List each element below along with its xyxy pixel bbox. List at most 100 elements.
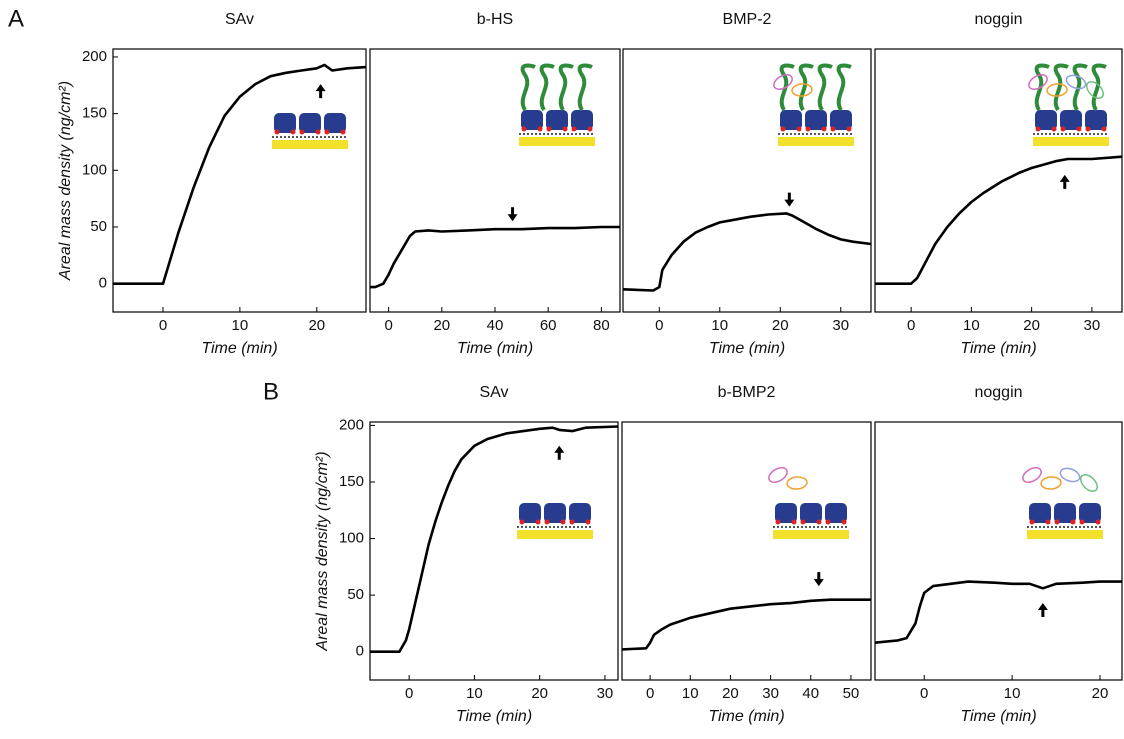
plot-frame — [112, 48, 367, 313]
inset-cartoon — [1028, 63, 1109, 146]
biotin — [821, 126, 827, 132]
streptavidin — [780, 110, 802, 130]
x-tick-label: 0 — [907, 317, 915, 334]
biotin — [521, 126, 527, 132]
inset-cartoon — [768, 467, 849, 539]
y-tick-label: 50 — [90, 218, 107, 235]
biotin — [825, 519, 831, 525]
panel-title: noggin — [974, 384, 1022, 401]
x-tick-label: 20 — [1092, 685, 1109, 702]
heparan-sulfate — [577, 63, 593, 112]
x-tick-label: 0 — [405, 685, 413, 702]
protein — [773, 74, 793, 90]
biotin — [290, 129, 296, 135]
protein — [1028, 74, 1048, 90]
streptavidin — [569, 503, 591, 523]
biotin — [324, 129, 330, 135]
x-tick-label: 20 — [433, 317, 450, 334]
y-tick-label: 0 — [356, 643, 364, 660]
biotin — [780, 126, 786, 132]
y-tick-label: 200 — [82, 48, 107, 65]
biotin — [571, 126, 577, 132]
streptavidin — [324, 113, 346, 133]
streptavidin — [521, 110, 543, 130]
biotin — [796, 126, 802, 132]
plot-frame — [621, 421, 872, 681]
protein — [1086, 81, 1104, 99]
substrate — [778, 137, 854, 146]
x-tick-label: 60 — [540, 317, 557, 334]
x-tick-label: 10 — [682, 685, 699, 702]
x-axis-label: Time (min) — [708, 708, 784, 725]
biotin — [562, 126, 568, 132]
panel-title: b-BMP2 — [718, 384, 776, 401]
biotin — [519, 519, 525, 525]
data-line — [370, 425, 619, 653]
y-axis-label: Areal mass density (ng/cm²) — [57, 81, 74, 281]
biotin — [1051, 126, 1057, 132]
heparan-sulfate — [798, 63, 814, 112]
biotin — [1035, 126, 1041, 132]
biotin — [1085, 126, 1091, 132]
data-line — [370, 225, 620, 289]
x-tick-label: 10 — [466, 685, 483, 702]
streptavidin — [800, 503, 822, 523]
arrow-marker — [507, 207, 518, 222]
x-tick-label: 80 — [593, 317, 610, 334]
protein — [1080, 474, 1098, 492]
biotin — [1070, 519, 1076, 525]
x-axis-label: Time (min) — [709, 340, 785, 357]
protein — [1040, 476, 1062, 490]
biotin — [274, 129, 280, 135]
x-tick-label: 20 — [308, 317, 325, 334]
streptavidin — [825, 503, 847, 523]
protein — [1065, 74, 1087, 90]
biotin — [816, 519, 822, 525]
streptavidin — [830, 110, 852, 130]
panel-title: noggin — [974, 11, 1022, 28]
streptavidin — [775, 503, 797, 523]
x-tick-label: 0 — [920, 685, 928, 702]
x-tick-label: 20 — [772, 317, 789, 334]
protein — [768, 467, 788, 483]
x-tick-label: 0 — [159, 317, 167, 334]
biotin — [775, 519, 781, 525]
protein — [791, 83, 813, 97]
x-axis-label: Time (min) — [960, 340, 1036, 357]
biotin — [1095, 519, 1101, 525]
biotin — [846, 126, 852, 132]
panel-label: A — [8, 5, 24, 32]
arrow-marker — [813, 572, 824, 587]
biotin — [585, 519, 591, 525]
biotin — [340, 129, 346, 135]
x-tick-label: 10 — [963, 317, 980, 334]
biotin — [315, 129, 321, 135]
heparan-sulfate — [1091, 63, 1107, 112]
x-axis-label: Time (min) — [201, 340, 277, 357]
arrow-marker — [315, 84, 326, 99]
inset-cartoon — [773, 63, 854, 146]
biotin — [1060, 126, 1066, 132]
x-axis-label: Time (min) — [456, 708, 532, 725]
panel-title: BMP-2 — [723, 11, 772, 28]
streptavidin — [299, 113, 321, 133]
heparan-sulfate — [539, 63, 555, 112]
streptavidin — [1079, 503, 1101, 523]
heparan-sulfate — [520, 63, 536, 112]
inset-cartoon — [1022, 467, 1103, 539]
y-axis-label: Areal mass density (ng/cm²) — [314, 451, 331, 651]
x-tick-label: 10 — [1004, 685, 1021, 702]
x-tick-label: 40 — [802, 685, 819, 702]
plot-frame — [874, 48, 1123, 313]
y-tick-label: 50 — [347, 586, 364, 603]
data-line — [874, 580, 1122, 644]
biotin — [1076, 126, 1082, 132]
arrow-marker — [1037, 603, 1048, 618]
substrate — [272, 140, 348, 149]
y-tick-label: 100 — [339, 530, 364, 547]
streptavidin — [1054, 503, 1076, 523]
streptavidin — [1029, 503, 1051, 523]
streptavidin — [1085, 110, 1107, 130]
protein — [786, 476, 808, 490]
substrate — [517, 530, 593, 539]
